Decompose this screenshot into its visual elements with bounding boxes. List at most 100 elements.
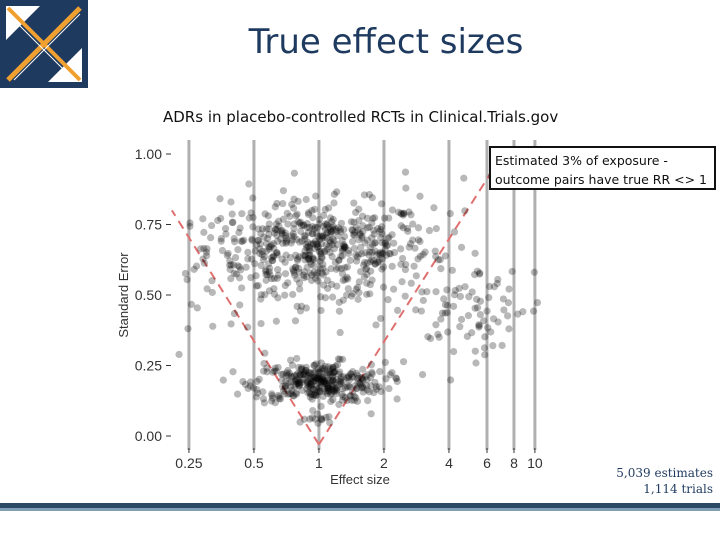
data-point	[306, 378, 315, 386]
data-point	[314, 243, 323, 251]
data-point	[384, 296, 392, 304]
data-point	[340, 241, 348, 249]
data-point	[232, 270, 240, 278]
data-point	[320, 247, 328, 255]
data-point	[306, 258, 314, 266]
data-point	[277, 235, 285, 243]
data-point	[359, 388, 367, 396]
data-point	[270, 285, 278, 293]
data-point	[281, 291, 289, 299]
data-point	[300, 274, 308, 282]
data-point	[254, 281, 262, 290]
data-point	[335, 307, 344, 315]
data-point	[307, 240, 315, 248]
data-point	[530, 307, 538, 315]
data-point	[291, 271, 299, 279]
data-point	[312, 240, 321, 249]
data-point	[324, 384, 332, 392]
data-point	[339, 276, 347, 285]
data-point	[353, 384, 361, 392]
data-point	[329, 369, 337, 377]
data-point	[344, 374, 353, 382]
data-point	[288, 373, 296, 381]
data-point	[283, 236, 291, 244]
data-point	[327, 397, 335, 406]
data-point	[309, 222, 317, 231]
estimates-count: 5,039 estimates	[616, 466, 713, 480]
data-point	[320, 281, 328, 289]
data-point	[302, 363, 310, 371]
data-point	[363, 290, 371, 298]
data-point	[505, 285, 513, 293]
data-point	[362, 265, 370, 273]
data-point	[363, 236, 372, 244]
data-point	[375, 258, 383, 266]
data-point	[316, 375, 325, 383]
data-point	[339, 372, 348, 381]
data-point	[187, 300, 195, 309]
data-point	[401, 266, 409, 274]
data-point	[367, 258, 375, 266]
data-point	[262, 266, 270, 274]
data-point	[338, 252, 347, 260]
data-point	[312, 271, 320, 279]
data-point	[305, 368, 313, 377]
data-point	[361, 258, 369, 267]
data-point	[341, 243, 349, 251]
data-point	[366, 243, 374, 251]
data-point	[385, 249, 393, 258]
data-point	[304, 255, 312, 263]
data-point	[432, 252, 440, 261]
data-point	[346, 383, 354, 391]
data-point	[307, 260, 315, 268]
data-point	[317, 248, 325, 256]
data-point	[500, 306, 508, 314]
data-point	[231, 238, 239, 246]
data-point	[300, 221, 308, 230]
data-point	[334, 224, 343, 232]
data-point	[407, 211, 415, 219]
data-point	[202, 248, 210, 256]
data-point	[274, 266, 282, 274]
data-point	[305, 382, 313, 391]
data-point	[229, 368, 237, 376]
data-point	[416, 237, 424, 246]
data-point	[393, 377, 401, 386]
data-point	[310, 391, 318, 399]
data-point	[287, 356, 295, 364]
data-point	[338, 390, 346, 398]
data-point	[294, 264, 303, 272]
data-point	[355, 289, 363, 297]
data-point	[303, 273, 311, 281]
data-point	[313, 374, 322, 382]
data-point	[365, 251, 373, 259]
data-point	[350, 373, 358, 381]
data-point	[235, 263, 244, 271]
data-point	[299, 375, 307, 383]
data-point	[325, 363, 333, 371]
data-point	[337, 378, 345, 386]
data-point	[252, 272, 260, 280]
data-point	[315, 248, 323, 256]
data-point	[292, 371, 300, 379]
data-point	[320, 380, 329, 388]
data-point	[364, 397, 372, 405]
data-point	[273, 249, 281, 257]
data-point	[328, 241, 337, 249]
data-point	[265, 268, 273, 276]
data-point	[175, 350, 183, 359]
data-point	[326, 387, 334, 395]
data-point	[312, 374, 320, 383]
data-point	[460, 174, 468, 182]
data-point	[290, 169, 298, 177]
data-point	[318, 375, 326, 383]
data-point	[366, 290, 374, 298]
data-point	[325, 387, 333, 395]
data-point	[325, 384, 333, 392]
data-point	[399, 358, 408, 366]
data-point	[335, 377, 343, 385]
data-point	[221, 225, 230, 233]
data-point	[320, 365, 328, 373]
data-point	[313, 224, 321, 232]
data-point	[318, 365, 326, 373]
